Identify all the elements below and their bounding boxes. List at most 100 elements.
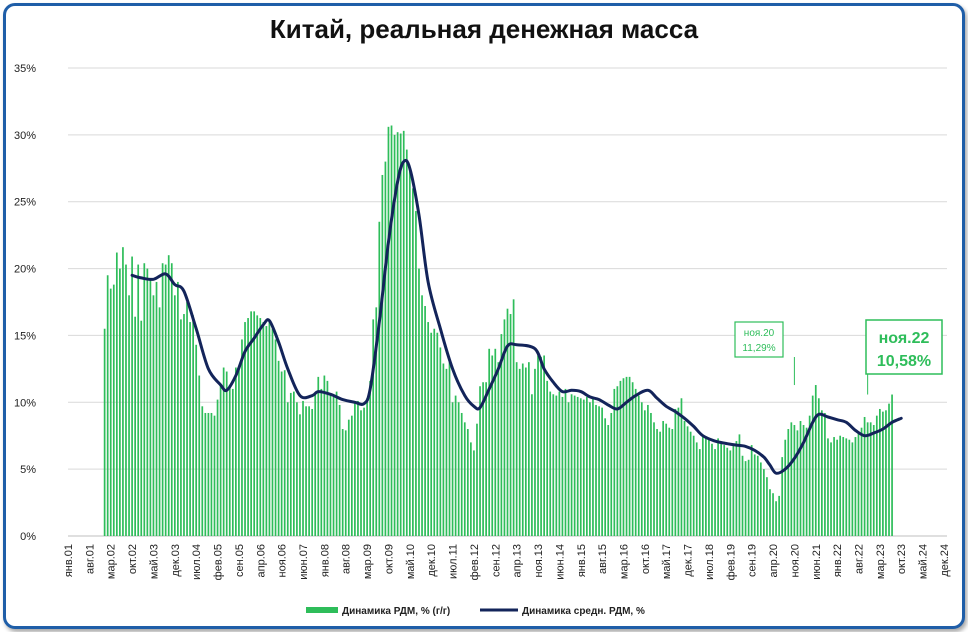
bar <box>860 427 863 536</box>
bar <box>421 295 423 536</box>
x-tick-label: май.10 <box>405 544 417 579</box>
bar <box>402 130 405 536</box>
bar <box>561 396 564 536</box>
bar <box>650 412 652 536</box>
bar <box>375 307 378 536</box>
x-tick-label: апр.13 <box>512 544 524 577</box>
bar <box>622 378 625 536</box>
bar <box>387 126 390 536</box>
bar <box>293 391 295 536</box>
bar <box>528 362 530 536</box>
x-tick-label: авг.22 <box>853 544 865 574</box>
bar <box>119 268 121 536</box>
bar <box>332 396 335 536</box>
bar <box>299 414 301 536</box>
bar <box>775 501 777 536</box>
bar <box>875 415 878 536</box>
bar <box>866 422 869 536</box>
bar <box>180 319 182 536</box>
bar <box>451 402 454 536</box>
bar <box>323 375 326 536</box>
bar <box>613 388 616 536</box>
bar <box>399 133 402 536</box>
x-axis-ticks: янв.01 авг.01 мар.02 окт.02 май.03 дек.03 июл.… <box>63 544 951 580</box>
average-line <box>130 158 903 475</box>
bar <box>839 435 842 536</box>
bar <box>830 442 832 536</box>
legend-bar-label: Динамика РДМ, % (г/г) <box>342 606 450 617</box>
bar <box>662 421 665 536</box>
bar <box>515 362 518 536</box>
bar <box>769 489 771 536</box>
bar <box>872 425 875 536</box>
bar <box>723 445 726 536</box>
legend-line-label: Динамика средн. РДМ, % <box>522 606 645 617</box>
bar <box>271 328 274 536</box>
bar <box>216 399 219 536</box>
bar <box>192 315 194 536</box>
x-tick-label: май.17 <box>661 544 673 579</box>
bar <box>189 322 191 536</box>
x-tick-label: май.24 <box>918 544 930 579</box>
bar <box>888 403 890 536</box>
bar <box>763 469 765 536</box>
x-tick-label: апр.06 <box>255 544 267 577</box>
bar <box>238 368 240 536</box>
annotation-date: ноя.22 <box>879 330 930 347</box>
x-tick-label: мар.02 <box>106 544 118 579</box>
bar <box>503 319 506 536</box>
bar <box>808 415 811 536</box>
bar <box>259 318 262 536</box>
bar <box>140 320 143 536</box>
bar <box>891 394 893 536</box>
bar <box>149 279 152 536</box>
bar <box>424 306 426 536</box>
bar <box>405 149 408 536</box>
y-tick-label: 20% <box>14 264 36 276</box>
bar <box>470 442 472 536</box>
bar <box>277 360 280 536</box>
bar <box>579 398 582 536</box>
bar <box>598 406 600 536</box>
bar <box>314 392 317 536</box>
bar <box>442 363 445 536</box>
legend: Динамика РДМ, % (г/г) Динамика средн. РД… <box>306 606 645 617</box>
bar <box>616 386 619 536</box>
bar <box>720 442 722 536</box>
bar <box>497 362 500 536</box>
bar <box>848 439 851 536</box>
x-tick-label: фев.12 <box>469 544 481 580</box>
bar <box>369 380 372 536</box>
bar <box>540 356 542 536</box>
bar <box>555 395 558 536</box>
bar <box>137 264 140 536</box>
x-tick-label: май.03 <box>148 544 160 579</box>
bar <box>604 418 607 536</box>
bar <box>354 402 356 536</box>
bar <box>524 367 527 536</box>
legend-bar-swatch <box>306 607 338 613</box>
bar <box>756 455 759 536</box>
bar <box>811 395 814 536</box>
x-tick-label: окт.23 <box>896 544 908 574</box>
bar <box>152 295 155 536</box>
x-tick-label: окт.16 <box>640 544 652 574</box>
bar <box>204 412 207 536</box>
bar <box>698 449 701 536</box>
bar <box>564 388 567 536</box>
x-tick-label: фев.05 <box>213 544 225 580</box>
bar <box>390 125 393 536</box>
bar <box>814 385 817 536</box>
bar <box>177 281 179 536</box>
bar <box>201 406 204 536</box>
bar <box>857 433 860 536</box>
bar <box>222 367 225 536</box>
x-tick-label: июл.04 <box>191 544 203 580</box>
bar <box>531 394 533 536</box>
bar <box>796 430 799 536</box>
bar <box>473 450 475 536</box>
x-tick-label: июн.21 <box>811 544 823 580</box>
bar <box>170 263 173 536</box>
bar <box>241 339 243 536</box>
bar <box>643 410 646 536</box>
